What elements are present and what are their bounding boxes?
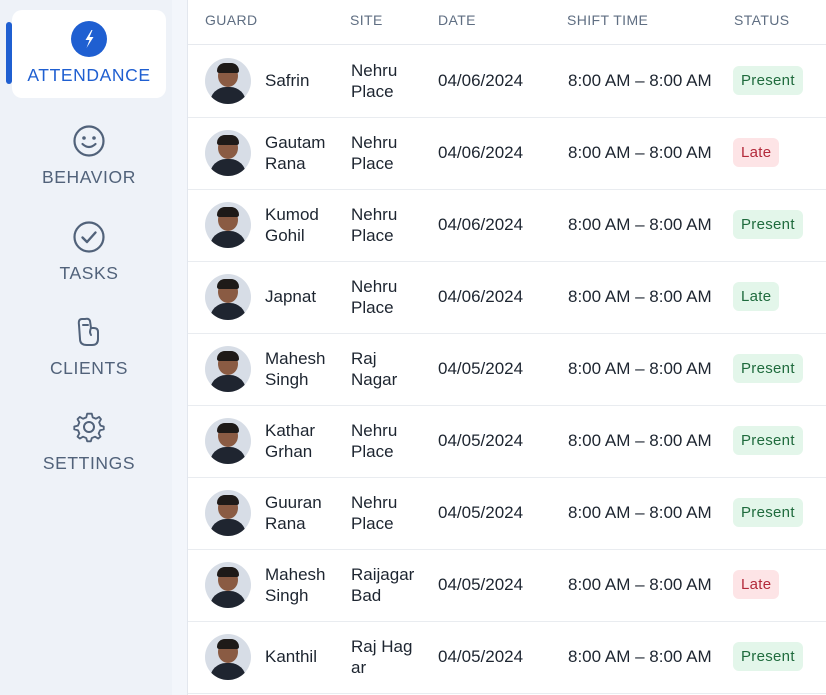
nav-label-clients: CLIENTS [49, 358, 129, 378]
check-circle-icon [70, 218, 108, 256]
shift-time: 8:00 AM – 8:00 AM [568, 143, 712, 162]
site-name: Raj Nagar [351, 349, 398, 389]
guard-name: Japnat [265, 287, 317, 306]
nav-label-behavior: BEHAVIOR [42, 167, 136, 187]
shift-date: 04/05/2024 [438, 647, 524, 666]
header-status[interactable]: STATUS [734, 12, 790, 28]
site-name: Nehru Place [351, 205, 398, 245]
shift-time: 8:00 AM – 8:00 AM [568, 575, 712, 594]
guard-name: Gautam Rana [265, 133, 326, 173]
nav-label-settings: SETTINGS [42, 453, 136, 473]
table-row[interactable]: Japnat Nehru Place 04/06/2024 8:00 AM – 8:00… [188, 261, 826, 334]
avatar [205, 202, 251, 248]
shift-date: 04/06/2024 [438, 71, 524, 90]
gear-icon [70, 408, 108, 446]
table-row[interactable]: Gautam Rana Nehru Place 04/06/2024 8:00 AM – … [188, 117, 826, 190]
table-row[interactable]: Safrin Nehru Place 04/06/2024 8:00 AM – 8:00… [188, 45, 826, 118]
site-name: Nehru Place [351, 61, 398, 101]
table-row[interactable]: Kumod Gohil Nehru Place 04/06/2024 8:00 AM – … [188, 189, 826, 262]
table-row[interactable]: Kathar Grhan Nehru Place 04/05/2024 8:00 AM –… [188, 405, 826, 478]
status-badge: Present [733, 354, 803, 383]
avatar [205, 58, 251, 104]
guard-name: Mahesh Singh [265, 349, 326, 389]
shift-time: 8:00 AM – 8:00 AM [568, 431, 712, 450]
guard-name: Safrin [265, 71, 310, 90]
table-row[interactable]: Guuran Rana Nehru Place 04/05/2024 8:00 AM – … [188, 477, 826, 550]
shift-time: 8:00 AM – 8:00 AM [568, 71, 712, 90]
nav-item-clients[interactable]: CLIENTS [12, 303, 166, 391]
header-site[interactable]: SITE [350, 12, 383, 28]
shift-date: 04/05/2024 [438, 359, 524, 378]
avatar [205, 562, 251, 608]
nav-label-tasks: TASKS [59, 263, 119, 283]
nav-item-attendance[interactable]: ATTENDANCE [12, 10, 166, 98]
status-badge: Late [733, 282, 780, 311]
sidebar: ATTENDANCE BEHAVIOR TASKS [0, 0, 172, 695]
guard-name: Kumod Gohil [265, 205, 319, 245]
site-name: Nehru Place [351, 277, 398, 317]
shift-date: 04/05/2024 [438, 431, 524, 450]
guard-name: Mahesh Singh [265, 565, 326, 605]
shift-date: 04/06/2024 [438, 215, 524, 234]
guard-name: Kathar Grhan [265, 421, 316, 461]
shift-time: 8:00 AM – 8:00 AM [568, 215, 712, 234]
status-badge: Late [733, 570, 780, 599]
active-indicator [6, 22, 12, 84]
site-name: Raj Hag ar [351, 637, 413, 677]
shift-date: 04/06/2024 [438, 287, 524, 306]
avatar [205, 490, 251, 536]
avatar [205, 346, 251, 392]
header-guard[interactable]: GUARD [205, 12, 258, 28]
status-badge: Late [733, 138, 780, 167]
guard-name: Kanthil [265, 647, 317, 666]
table-row[interactable]: Kanthil Raj Hag ar 04/05/2024 8:00 AM – 8:00… [188, 621, 826, 694]
nav-item-tasks[interactable]: TASKS [12, 208, 166, 296]
smiley-icon [70, 122, 108, 160]
shift-time: 8:00 AM – 8:00 AM [568, 359, 712, 378]
site-name: Raijagar Bad [351, 565, 415, 605]
status-badge: Present [733, 66, 803, 95]
status-badge: Present [733, 498, 803, 527]
avatar [205, 274, 251, 320]
header-shift-time[interactable]: SHIFT TIME [567, 12, 649, 28]
status-badge: Present [733, 210, 803, 239]
avatar [205, 418, 251, 464]
guard-name: Guuran Rana [265, 493, 322, 533]
attendance-table: GUARD SITE DATE SHIFT TIME STATUS Safrin… [187, 0, 826, 695]
nav-item-behavior[interactable]: BEHAVIOR [12, 112, 166, 200]
site-name: Nehru Place [351, 493, 398, 533]
table-row[interactable]: Mahesh Singh Raj Nagar 04/05/2024 8:00 AM – 8… [188, 333, 826, 406]
status-badge: Present [733, 642, 803, 671]
shift-time: 8:00 AM – 8:00 AM [568, 647, 712, 666]
nav-label-attendance: ATTENDANCE [27, 65, 151, 85]
site-name: Nehru Place [351, 421, 398, 461]
table-row[interactable]: Mahesh Singh Raijagar Bad 04/05/2024 8:00 AM … [188, 549, 826, 622]
shift-date: 04/06/2024 [438, 143, 524, 162]
clients-icon [70, 313, 108, 351]
header-date[interactable]: DATE [438, 12, 476, 28]
shift-time: 8:00 AM – 8:00 AM [568, 287, 712, 306]
nav-item-settings[interactable]: SETTINGS [12, 398, 166, 486]
shift-date: 04/05/2024 [438, 503, 524, 522]
shift-date: 04/05/2024 [438, 575, 524, 594]
site-name: Nehru Place [351, 133, 398, 173]
attendance-icon [70, 20, 108, 58]
table-header: GUARD SITE DATE SHIFT TIME STATUS [188, 0, 826, 45]
avatar [205, 634, 251, 680]
shift-time: 8:00 AM – 8:00 AM [568, 503, 712, 522]
avatar [205, 130, 251, 176]
status-badge: Present [733, 426, 803, 455]
